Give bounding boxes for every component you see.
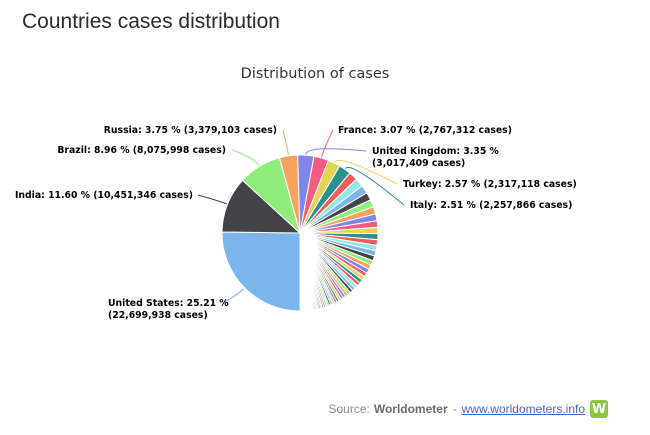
slice-labels: United States: 25.21 %(22,699,938 cases)… — [15, 125, 577, 321]
connector-france — [321, 129, 334, 158]
label-italy: Italy: 2.51 % (2,257,866 cases) — [410, 200, 572, 211]
pie-slice-united-states[interactable] — [221, 231, 301, 312]
connector-brazil — [231, 149, 260, 166]
source-prefix: Source: — [328, 402, 370, 416]
connector-russia — [282, 129, 289, 155]
source-name: Worldometer — [373, 402, 448, 416]
source-link[interactable]: www.worldometers.info — [461, 402, 585, 416]
source-separator: - — [452, 402, 457, 416]
label-turkey: Turkey: 2.57 % (2,317,118 cases) — [403, 179, 577, 190]
connector-united-kingdom — [305, 148, 367, 155]
label-france: France: 3.07 % (2,767,312 cases) — [338, 125, 512, 136]
pie-chart: Distribution of cases United States: 25.… — [15, 66, 577, 321]
pie-slices — [221, 154, 379, 312]
worldometer-logo-icon: W — [590, 400, 608, 418]
label-united-states: United States: 25.21 % — [108, 298, 229, 309]
label-brazil: Brazil: 8.96 % (8,075,998 cases) — [57, 145, 226, 156]
connector-india — [197, 194, 227, 205]
label-india: India: 11.60 % (10,451,346 cases) — [15, 190, 193, 201]
pie-slice-italy[interactable] — [299, 165, 351, 234]
label-russia: Russia: 3.75 % (3,379,103 cases) — [104, 125, 277, 136]
page-heading: Countries cases distribution — [22, 10, 280, 33]
connector-turkey — [334, 159, 398, 185]
source-attribution: Source: Worldometer - www.worldometers.i… — [328, 400, 608, 418]
label-connectors — [197, 129, 405, 304]
label-united-kingdom: United Kingdom: 3.35 % — [372, 146, 500, 157]
label-united-states-cases: (22,699,938 cases) — [108, 310, 208, 321]
connector-united-states — [222, 288, 245, 304]
label-united-kingdom-cases: (3,017,409 cases) — [372, 158, 465, 169]
chart-title: Distribution of cases — [241, 66, 390, 82]
connector-italy — [345, 166, 405, 206]
